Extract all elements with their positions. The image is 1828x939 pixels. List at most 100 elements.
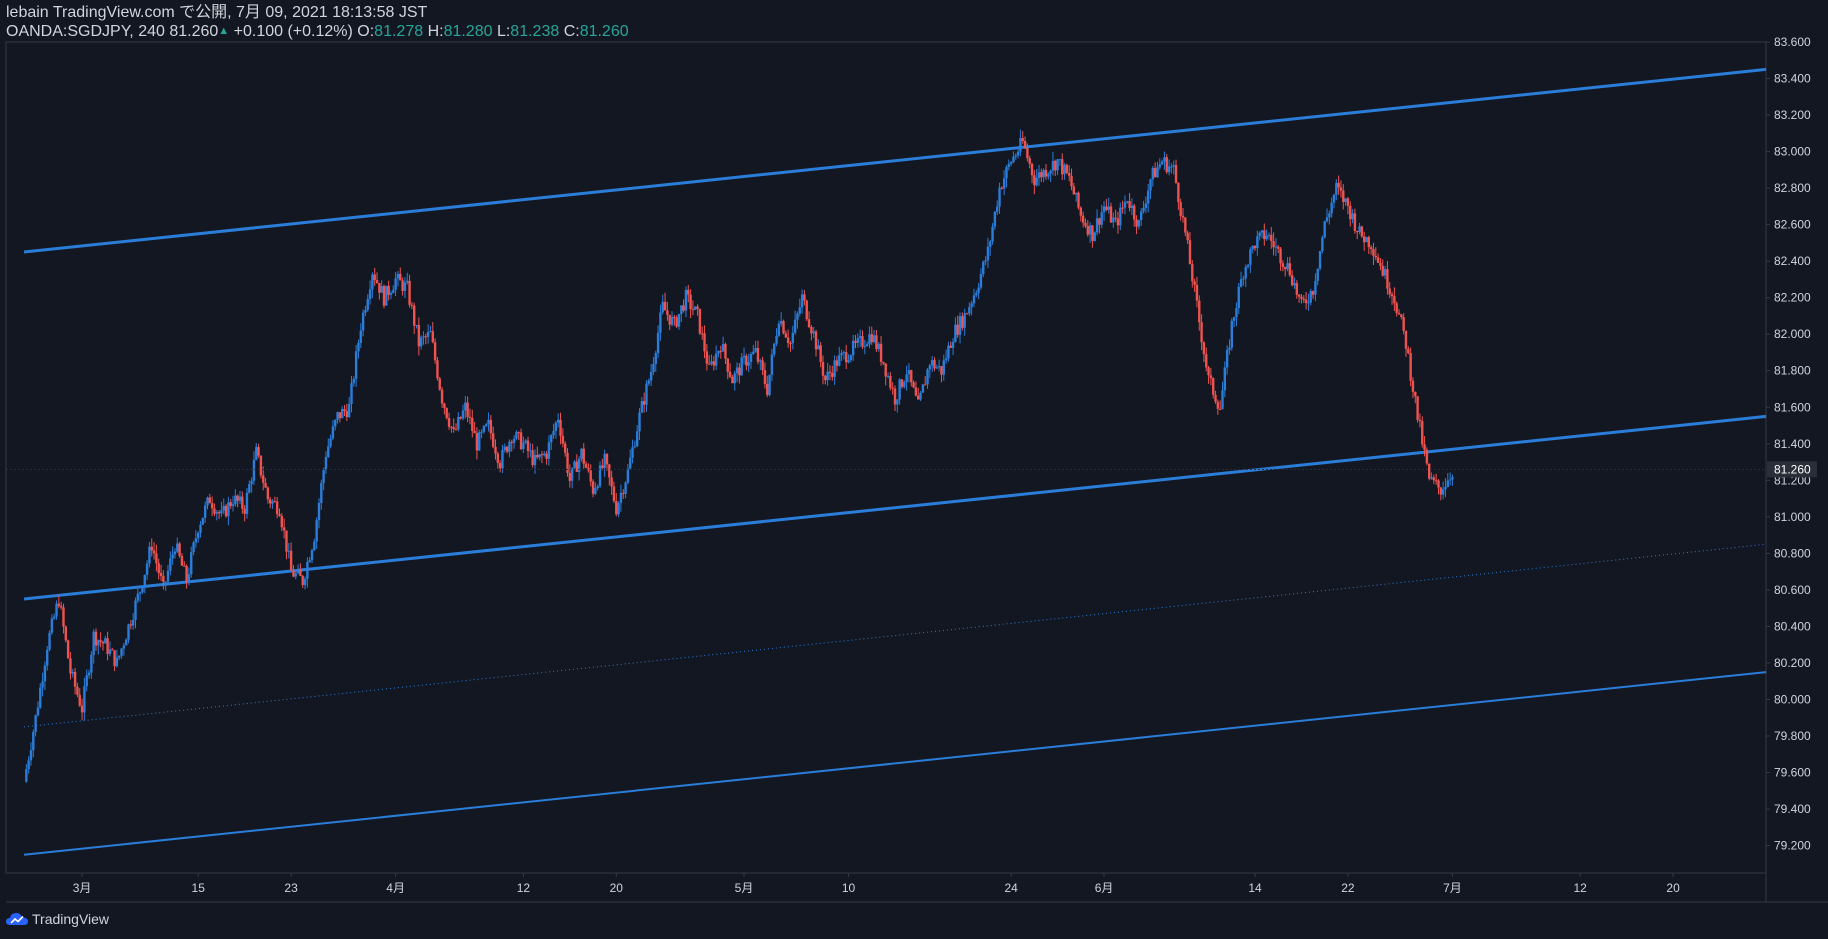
candle-body — [1430, 477, 1433, 479]
candle-body — [875, 335, 878, 350]
candle-body — [907, 370, 911, 375]
candle-body — [677, 313, 681, 327]
candle-body — [975, 293, 978, 296]
time-tick-label: 22 — [1341, 881, 1355, 895]
candle-body — [150, 546, 153, 551]
candle-body — [375, 280, 379, 283]
candle-body — [629, 457, 632, 469]
candle-body — [933, 360, 936, 369]
candle-body — [190, 552, 193, 575]
candle-body — [1237, 286, 1240, 309]
price-tick-label: 80.800 — [1774, 546, 1811, 560]
candle-body — [118, 655, 121, 658]
candle-body — [536, 454, 539, 458]
candle-body — [1297, 294, 1301, 297]
candle-body — [217, 512, 221, 514]
candle-body — [1153, 168, 1157, 178]
candle-body — [250, 480, 253, 484]
candle-body — [540, 454, 544, 456]
last-price: 81.260 — [169, 23, 219, 40]
candle-body — [663, 301, 667, 311]
candle-body — [531, 450, 534, 466]
time-axis[interactable]: 3月 15 23 4月 12 20 5月 10 24 6月 14 22 7月 12 20 — [73, 873, 1680, 895]
candle-body — [480, 431, 483, 433]
channel-lines[interactable] — [23, 67, 1767, 856]
candle-body — [889, 375, 892, 388]
price-tick-label: 79.600 — [1774, 766, 1811, 780]
candle-body — [965, 313, 969, 315]
tradingview-brand[interactable]: TradingView — [6, 911, 109, 927]
candle-body — [380, 286, 383, 293]
candle-body — [1267, 234, 1271, 236]
candle-body — [334, 419, 337, 427]
candle-body — [213, 508, 216, 514]
candle-body — [1163, 157, 1166, 162]
candle-body — [519, 432, 523, 450]
candle-body — [461, 410, 465, 419]
candle-body — [545, 453, 548, 459]
candle-body — [1411, 380, 1415, 392]
candle-body — [80, 705, 84, 713]
candle-body — [192, 542, 195, 553]
candle-body — [266, 487, 270, 500]
candle-body — [73, 671, 77, 687]
candle-body — [1369, 247, 1373, 249]
candle-body — [419, 337, 423, 347]
price-axis[interactable]: 83.600 83.400 83.200 83.000 82.800 82.600 82.4… — [6, 35, 1817, 853]
candle-body — [1160, 161, 1164, 165]
price-tick-label: 83.000 — [1774, 145, 1811, 159]
candle-body — [1021, 138, 1024, 142]
channel-line-middle[interactable] — [23, 414, 1767, 601]
candle-body — [989, 241, 992, 247]
candle-body — [833, 360, 836, 377]
candle-body — [1086, 225, 1089, 235]
candle-body — [417, 324, 421, 347]
ohlc-legend[interactable]: OANDA:SGDJPY, 240 81.260▲ +0.100 (+0.12%… — [6, 22, 629, 40]
candle-body — [1033, 175, 1036, 186]
candle-body — [858, 336, 862, 339]
candle-body — [394, 278, 397, 290]
candle-body — [849, 355, 853, 361]
candle-body — [517, 432, 520, 434]
candle-body — [124, 639, 128, 646]
candle-body — [1123, 202, 1127, 208]
candle-body — [269, 499, 272, 504]
candle-body — [1356, 230, 1359, 233]
candle-body — [143, 574, 146, 588]
candle-body — [401, 280, 404, 291]
symbol-info[interactable]: OANDA:SGDJPY, 240 — [6, 23, 165, 40]
channel-line-upper[interactable] — [23, 67, 1767, 254]
brand-label: TradingView — [32, 911, 110, 927]
candle-body — [1293, 283, 1296, 286]
publish-line: lebain TradingView.com で公開, 7月 09, 2021 … — [6, 4, 428, 21]
candle-body — [563, 443, 567, 453]
candle-body — [1321, 237, 1324, 252]
candle-body — [768, 374, 771, 396]
candle-body — [491, 433, 495, 447]
candle-body — [800, 294, 804, 308]
candle-body — [1140, 211, 1143, 221]
candle-body — [1235, 308, 1238, 318]
candle-body — [617, 502, 620, 515]
candle-body — [784, 333, 788, 338]
candle-body — [1263, 230, 1266, 240]
candle-body — [1019, 138, 1022, 152]
candle-body — [591, 481, 595, 494]
candle-body — [584, 463, 588, 468]
candle-body — [635, 431, 639, 447]
price-tick-label: 83.400 — [1774, 72, 1811, 86]
candle-body — [164, 581, 167, 583]
candle-body — [1026, 148, 1029, 159]
candle-body — [1065, 164, 1069, 173]
candle-body — [1054, 160, 1057, 171]
candle-body — [1056, 159, 1059, 171]
candle-body — [559, 419, 562, 436]
candle-body — [640, 401, 644, 413]
channel-line-lower[interactable] — [23, 671, 1767, 856]
candle-body — [573, 461, 576, 468]
candle-body — [354, 351, 358, 379]
candle-body — [779, 321, 783, 324]
candle-body — [903, 381, 906, 387]
candle-body — [717, 351, 720, 354]
